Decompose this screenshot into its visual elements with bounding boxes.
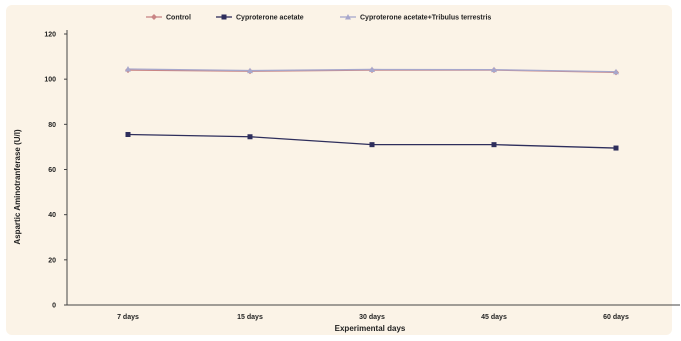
data-point [369,66,375,72]
y-tick-label: 60 [48,167,56,174]
y-tick-label: 80 [48,122,56,129]
data-point [125,66,131,72]
x-tick-label: 15 days [237,314,263,321]
data-point [151,14,157,20]
data-point [221,14,227,20]
data-point [491,142,497,148]
data-point [369,142,375,148]
legend-item: Cyproterone acetate+Tribulus terrestris [340,14,491,22]
x-axis-label: Experimental days [335,324,406,333]
series-group [125,66,619,151]
data-point [247,67,253,74]
legend-label: Cyproterone acetate+Tribulus terrestris [360,15,491,22]
x-tick-label: 7 days [117,314,139,321]
data-point [345,14,351,20]
x-tick-label: 45 days [481,314,507,321]
y-tick-label: 40 [48,212,56,219]
data-point [125,131,131,137]
y-tick-label: 100 [44,77,56,84]
series-2 [125,131,619,151]
x-tick-label: 60 days [603,314,629,321]
legend-label: Control [166,15,191,22]
legend: Control Cyproterone acetate Cyproterone ac… [146,14,491,22]
data-point [613,68,619,75]
y-tick-labels: 0 20 40 60 80 100 120 [44,32,56,310]
x-tick-labels: 7 days 15 days 30 days 45 days 60 days [117,314,629,321]
y-axis-label: Aspartic Aminotranferase (U/l) [13,129,22,245]
data-point [491,66,497,73]
legend-item: Cyproterone acetate [216,14,304,22]
legend-item: Control [146,14,191,22]
data-point [247,134,253,140]
series-3 [125,66,619,75]
y-tick-label: 20 [48,257,56,264]
y-tick-label: 0 [52,303,56,310]
plot-area [6,5,672,335]
y-tick-label: 120 [44,32,56,39]
x-tick-label: 30 days [359,314,385,321]
data-point [613,145,619,151]
legend-label: Cyproterone acetate [236,15,304,22]
axes [64,30,680,306]
